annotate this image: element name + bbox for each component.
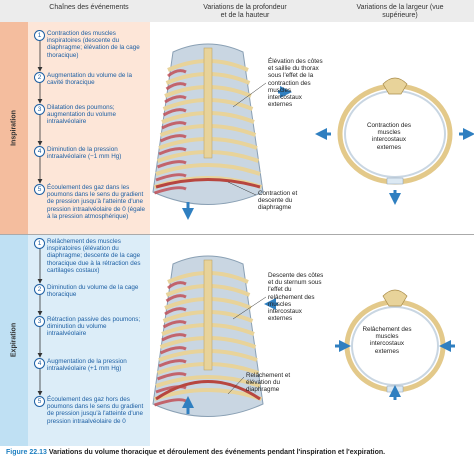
intercostal — [165, 294, 187, 303]
sternum — [203, 47, 213, 159]
leader-line — [227, 181, 257, 196]
intercostal — [155, 385, 187, 394]
rib — [153, 388, 263, 401]
depth-note: Contraction et descente du diaphragme — [258, 190, 298, 212]
rib — [155, 163, 261, 176]
step-number: 4 — [34, 146, 45, 157]
leader-line — [232, 82, 267, 108]
step-text: Dilatation des poumons; augmentation du … — [47, 104, 116, 126]
section-label-strip: Inspiration — [0, 22, 28, 234]
depth-note: Relâchement et élévation du diaphragme — [246, 372, 291, 394]
event-step: 2 Augmentation du volume de la cavité tho… — [34, 72, 146, 86]
event-step: 5 Écoulement des gaz dans les poumons dan… — [34, 184, 146, 220]
intercostal — [158, 359, 187, 368]
step-text: Diminution de la pression intraalvéolair… — [47, 146, 122, 161]
event-step: 5 Écoulement des gaz hors des poumons dan… — [34, 396, 146, 425]
event-step: 4 Diminution de la pression intraalvéolai… — [34, 146, 146, 160]
steps-panel — [28, 22, 150, 234]
step-number: 3 — [34, 104, 45, 115]
intercostal — [161, 121, 187, 130]
rib — [155, 375, 261, 388]
event-step: 2 Diminution du volume de la cage thoraci… — [34, 284, 146, 298]
width-note: Contraction des muscles intercostaux ext… — [366, 122, 412, 151]
leader-line — [232, 296, 267, 320]
event-step: 3 Rétraction passive des poumons; diminut… — [34, 316, 146, 338]
step-number: 4 — [34, 358, 45, 369]
step-number: 5 — [34, 184, 45, 195]
steps-panel — [28, 234, 150, 446]
column-header: Variations de la largeur (vue supérieure… — [356, 4, 444, 19]
column-header: Variations de la profondeur et de la hau… — [203, 4, 287, 19]
depth-note: Descente des côtes et du sternum sous l'… — [268, 272, 324, 323]
leader-line — [227, 376, 245, 395]
intercostal — [156, 160, 187, 169]
step-text: Augmentation du volume de la cavité thor… — [47, 72, 133, 87]
intercostal — [167, 69, 187, 78]
intercostal — [164, 307, 187, 316]
intercostal — [155, 173, 187, 182]
intercostal — [161, 333, 187, 342]
step-text: Augmentation de la pression intraalvéola… — [47, 358, 127, 373]
caption: Figure 22.13 Variations du volume thorac… — [0, 448, 474, 457]
column-header: Chaînes des événements — [49, 4, 129, 11]
vertebra — [382, 77, 408, 95]
intercostal — [156, 372, 187, 381]
event-step: 1 Contraction des muscles inspiratoires (… — [34, 30, 146, 59]
intercostal — [164, 95, 187, 104]
step-number: 1 — [34, 30, 45, 41]
step-number: 1 — [34, 238, 45, 249]
step-text: Écoulement des gaz hors des poumons dans… — [47, 396, 144, 425]
intercostal — [159, 134, 187, 143]
depth-note: Élévation des côtes et saillie du thorax… — [268, 58, 323, 109]
intercostal — [159, 346, 187, 355]
intercostal — [165, 82, 187, 91]
intercostal — [167, 281, 187, 290]
diaphragm — [155, 178, 261, 189]
event-step: 1 Relâchement des muscles inspiratoires (… — [34, 238, 146, 274]
event-step: 3 Dilatation des poumons; augmentation du… — [34, 104, 146, 126]
step-number: 2 — [34, 284, 45, 295]
section-divider — [0, 234, 474, 235]
figure-number: Figure 22.13 — [6, 449, 47, 456]
intercostal — [158, 147, 187, 156]
diaphragm — [155, 380, 261, 401]
step-number: 3 — [34, 316, 45, 327]
intercostal — [162, 320, 187, 329]
step-number: 5 — [34, 396, 45, 407]
step-text: Diminution du volume de la cage thoraciq… — [47, 284, 139, 299]
header-bar — [0, 0, 474, 22]
section-label-strip: Expiration — [0, 234, 28, 446]
width-note: Relâchement des muscles intercostaux ext… — [362, 326, 412, 355]
caption-text: Variations du volume thoracique et dérou… — [48, 449, 386, 456]
sternum — [203, 259, 213, 371]
step-text: Rétraction passive des poumons; diminuti… — [47, 316, 141, 338]
vertebra — [382, 289, 408, 307]
intercostal — [162, 108, 187, 117]
step-text: Écoulement des gaz dans les poumons dans… — [47, 184, 146, 220]
step-text: Relâchement des muscles inspiratoires (é… — [47, 238, 141, 274]
sternum-top — [386, 177, 404, 185]
event-step: 4 Augmentation de la pression intraalvéol… — [34, 358, 146, 372]
intercostal — [154, 186, 187, 195]
step-number: 2 — [34, 72, 45, 83]
step-text: Contraction des muscles inspiratoires (d… — [47, 30, 140, 59]
